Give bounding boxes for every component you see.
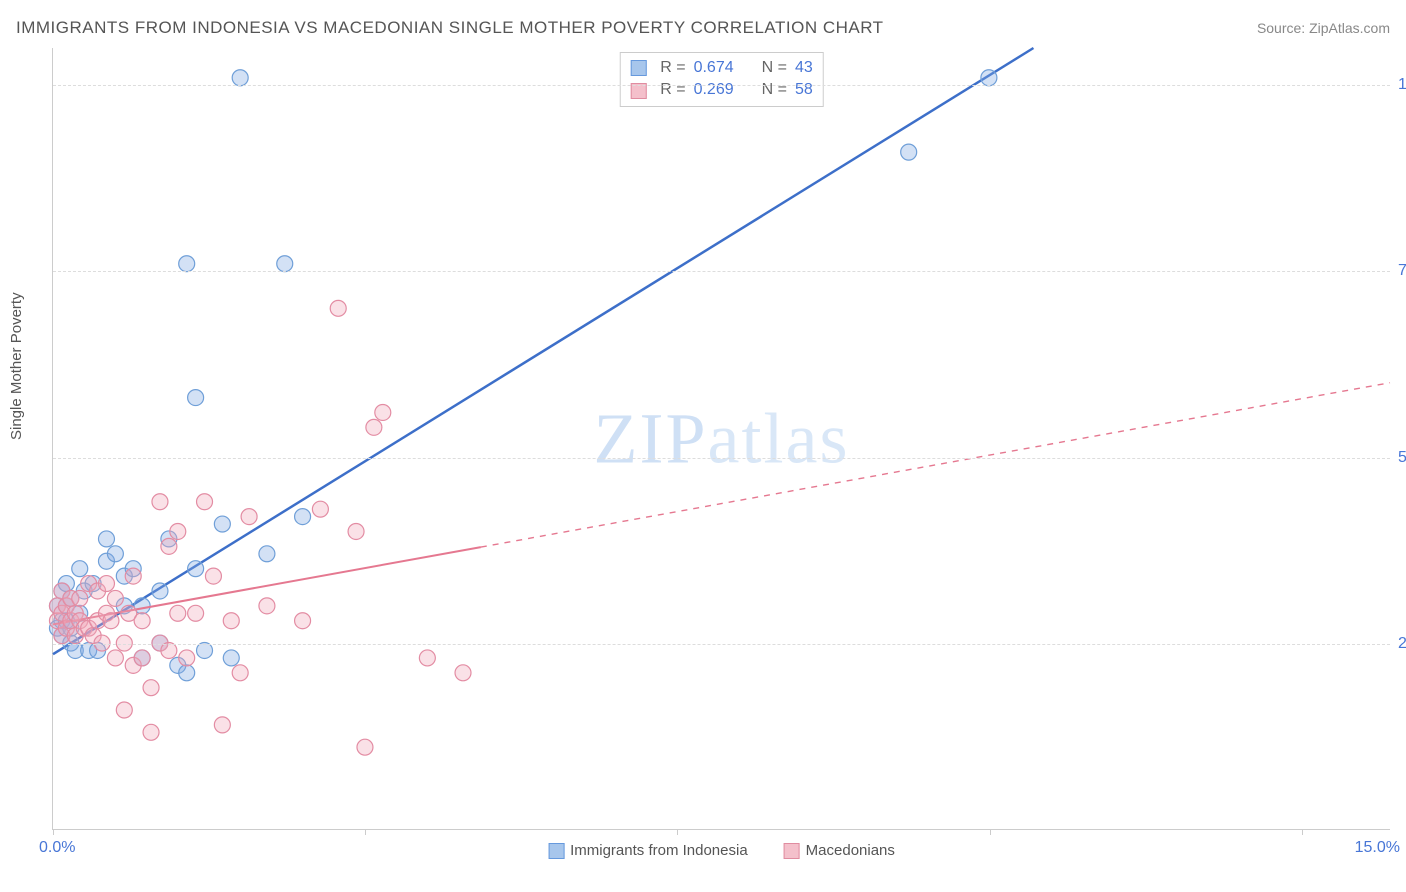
legend-stat-row: R = 0.269 N = 58 [630,79,813,101]
r-label: R = [660,57,685,79]
data-point [107,650,123,666]
y-tick-label: 50.0% [1398,449,1406,467]
trend-line-extrapolated [481,383,1390,547]
data-point [901,144,917,160]
gridline [53,271,1390,272]
n-value: 58 [795,79,813,101]
data-point [152,494,168,510]
data-point [330,300,346,316]
data-point [72,561,88,577]
x-axis-max-label: 15.0% [1355,839,1400,857]
data-point [295,509,311,525]
data-point [134,650,150,666]
data-point [125,568,141,584]
data-point [107,590,123,606]
legend-label: Immigrants from Indonesia [570,842,748,859]
data-point [357,739,373,755]
data-point [103,613,119,629]
data-point [232,665,248,681]
data-point [455,665,471,681]
data-point [188,561,204,577]
r-value: 0.269 [694,79,734,101]
data-point [197,642,213,658]
data-point [232,70,248,86]
data-point [223,613,239,629]
x-tick-mark [1302,829,1303,835]
data-point [179,256,195,272]
stats-legend: R = 0.674 N = 43 R = 0.269 N = 58 [619,52,824,107]
n-label: N = [762,79,787,101]
x-tick-mark [990,829,991,835]
r-value: 0.674 [694,57,734,79]
data-point [197,494,213,510]
legend-swatch [548,843,564,859]
data-point [170,605,186,621]
data-point [214,717,230,733]
data-point [107,546,123,562]
data-point [143,724,159,740]
data-point [259,546,275,562]
y-axis-label: Single Mother Poverty [8,292,25,440]
data-point [170,523,186,539]
data-point [205,568,221,584]
data-point [188,605,204,621]
scatter-svg [53,48,1390,829]
data-point [143,680,159,696]
legend-label: Macedonians [806,842,895,859]
data-point [419,650,435,666]
data-point [188,390,204,406]
data-point [179,650,195,666]
x-tick-mark [53,829,54,835]
data-point [241,509,257,525]
legend-swatch [784,843,800,859]
data-point [152,583,168,599]
data-point [295,613,311,629]
legend-item: Immigrants from Indonesia [548,842,748,859]
data-point [277,256,293,272]
chart-title: IMMIGRANTS FROM INDONESIA VS MACEDONIAN … [16,18,884,38]
n-label: N = [762,57,787,79]
data-point [348,523,364,539]
x-axis-min-label: 0.0% [39,839,75,857]
data-point [116,702,132,718]
data-point [161,642,177,658]
x-tick-mark [365,829,366,835]
data-point [98,531,114,547]
data-point [134,613,150,629]
chart-container: IMMIGRANTS FROM INDONESIA VS MACEDONIAN … [0,0,1406,892]
title-bar: IMMIGRANTS FROM INDONESIA VS MACEDONIAN … [16,18,1390,38]
r-label: R = [660,79,685,101]
data-point [72,590,88,606]
gridline [53,458,1390,459]
data-point [179,665,195,681]
data-point [366,419,382,435]
n-value: 43 [795,57,813,79]
data-point [98,576,114,592]
legend-item: Macedonians [784,842,895,859]
data-point [223,650,239,666]
gridline [53,85,1390,86]
data-point [214,516,230,532]
series-legend: Immigrants from Indonesia Macedonians [548,842,895,859]
y-tick-label: 75.0% [1398,262,1406,280]
legend-swatch [630,60,646,76]
plot-area: ZIPatlas R = 0.674N = 43R = 0.269N = 58 … [52,48,1390,830]
gridline [53,644,1390,645]
source-attribution: Source: ZipAtlas.com [1257,20,1390,36]
data-point [312,501,328,517]
x-tick-mark [677,829,678,835]
legend-stat-row: R = 0.674 N = 43 [630,57,813,79]
data-point [161,538,177,554]
y-tick-label: 100.0% [1398,76,1406,94]
data-point [981,70,997,86]
y-tick-label: 25.0% [1398,635,1406,653]
data-point [375,404,391,420]
data-point [259,598,275,614]
